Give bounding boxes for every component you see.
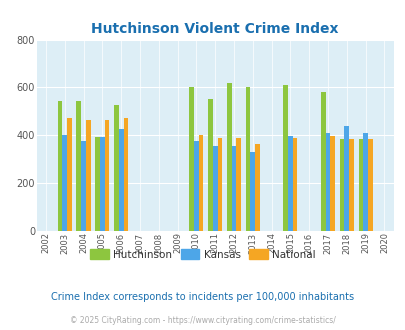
- Bar: [320, 92, 325, 231]
- Bar: [114, 105, 119, 231]
- Bar: [86, 120, 90, 231]
- Legend: Hutchinson, Kansas, National: Hutchinson, Kansas, National: [86, 245, 319, 264]
- Bar: [104, 120, 109, 231]
- Bar: [123, 118, 128, 231]
- Bar: [119, 129, 123, 231]
- Bar: [217, 138, 222, 231]
- Bar: [339, 139, 343, 231]
- Bar: [287, 137, 292, 231]
- Bar: [198, 135, 203, 231]
- Bar: [208, 99, 212, 231]
- Bar: [292, 138, 297, 231]
- Bar: [236, 138, 241, 231]
- Bar: [100, 137, 104, 231]
- Title: Hutchinson Violent Crime Index: Hutchinson Violent Crime Index: [91, 22, 338, 36]
- Bar: [325, 133, 330, 231]
- Bar: [254, 144, 259, 231]
- Bar: [58, 101, 62, 231]
- Bar: [212, 146, 217, 231]
- Bar: [231, 146, 236, 231]
- Bar: [250, 152, 254, 231]
- Bar: [189, 87, 194, 231]
- Text: Crime Index corresponds to incidents per 100,000 inhabitants: Crime Index corresponds to incidents per…: [51, 292, 354, 302]
- Bar: [62, 135, 67, 231]
- Bar: [226, 83, 231, 231]
- Bar: [362, 133, 367, 231]
- Text: © 2025 CityRating.com - https://www.cityrating.com/crime-statistics/: © 2025 CityRating.com - https://www.city…: [70, 315, 335, 325]
- Bar: [245, 87, 250, 231]
- Bar: [67, 118, 72, 231]
- Bar: [343, 126, 348, 231]
- Bar: [358, 139, 362, 231]
- Bar: [194, 141, 198, 231]
- Bar: [76, 101, 81, 231]
- Bar: [367, 139, 372, 231]
- Bar: [330, 136, 334, 231]
- Bar: [283, 84, 287, 231]
- Bar: [81, 141, 86, 231]
- Bar: [348, 139, 353, 231]
- Bar: [95, 137, 100, 231]
